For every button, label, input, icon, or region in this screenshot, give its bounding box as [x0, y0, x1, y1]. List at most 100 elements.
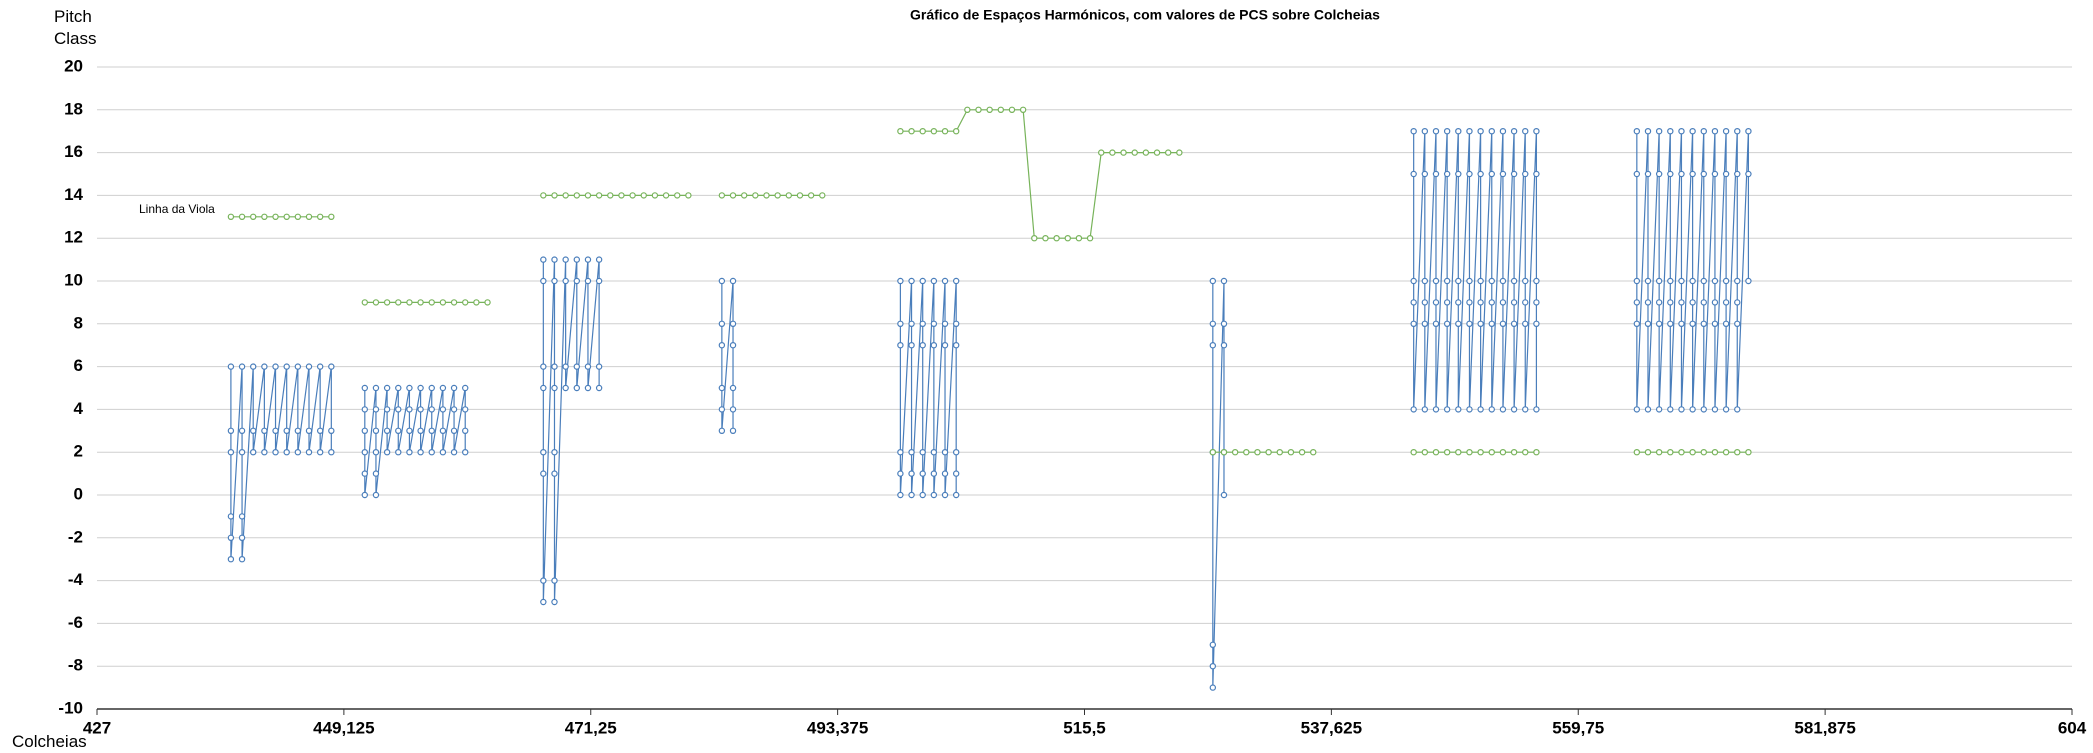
data-point	[718, 320, 726, 327]
data-point	[941, 277, 949, 285]
x-tick-label: 604	[2058, 718, 2087, 737]
data-point	[1432, 127, 1440, 135]
data-point	[1700, 320, 1707, 327]
data-point	[908, 320, 915, 327]
data-point	[952, 470, 960, 477]
data-point	[952, 342, 960, 349]
data-point	[1655, 170, 1663, 178]
data-point	[1410, 277, 1417, 285]
x-tick-label: 581,875	[1794, 718, 1855, 737]
data-point	[1655, 127, 1663, 135]
data-point	[975, 106, 982, 114]
data-point	[406, 384, 413, 392]
data-point	[551, 577, 558, 584]
data-point	[462, 449, 469, 456]
data-point	[238, 449, 246, 456]
data-point	[261, 363, 268, 370]
data-point	[573, 277, 581, 285]
data-point	[261, 213, 268, 220]
data-point	[1745, 449, 1752, 456]
data-point	[952, 277, 960, 285]
series-line	[230, 131, 1750, 688]
data-point	[1488, 320, 1495, 327]
data-point	[1711, 170, 1719, 178]
data-point	[439, 449, 447, 456]
data-point	[540, 449, 547, 456]
y-tick-label: -4	[68, 570, 84, 589]
data-point	[328, 363, 335, 370]
data-point	[908, 449, 915, 456]
data-point	[1678, 127, 1685, 135]
data-point	[718, 342, 726, 349]
data-point	[1220, 491, 1228, 499]
data-point	[1075, 234, 1083, 242]
data-point	[305, 213, 313, 220]
data-point	[584, 384, 592, 392]
data-point	[1477, 299, 1484, 306]
data-point	[484, 299, 491, 306]
data-point	[1276, 449, 1283, 456]
data-point	[908, 277, 915, 285]
data-point	[1443, 277, 1451, 285]
data-point	[1477, 277, 1484, 285]
data-point	[595, 192, 603, 199]
data-point	[1432, 299, 1440, 306]
data-point	[1745, 127, 1752, 135]
data-point	[1678, 406, 1685, 413]
data-point	[1711, 299, 1719, 306]
chart-title: Gráfico de Espaços Harmónicos, com valor…	[910, 7, 1380, 23]
data-point	[941, 127, 949, 135]
data-point	[551, 256, 558, 263]
data-point	[718, 192, 726, 199]
data-point	[283, 449, 290, 456]
data-point	[1689, 406, 1696, 413]
data-point	[1644, 406, 1652, 413]
data-point	[1209, 449, 1217, 456]
data-point	[1510, 127, 1518, 135]
data-point	[406, 406, 413, 413]
data-point	[897, 491, 904, 499]
data-point	[718, 427, 726, 434]
x-tick-label: 493,375	[807, 718, 868, 737]
data-point	[1477, 406, 1484, 413]
data-point	[607, 192, 614, 199]
data-point	[551, 192, 558, 199]
data-point	[1678, 170, 1685, 178]
data-point	[1455, 449, 1462, 456]
data-point	[1499, 406, 1507, 413]
data-point	[540, 192, 547, 199]
data-point	[462, 427, 469, 434]
data-point	[1176, 149, 1183, 156]
x-tick-label: 449,125	[313, 718, 374, 737]
y-tick-label: 2	[74, 442, 83, 461]
data-point	[1533, 170, 1540, 178]
data-point	[439, 427, 447, 434]
data-point	[227, 556, 235, 563]
data-point	[1667, 299, 1674, 306]
data-point	[1153, 149, 1161, 156]
data-point	[908, 470, 915, 477]
data-point	[372, 406, 380, 413]
data-point	[328, 427, 335, 434]
data-point	[919, 342, 926, 349]
data-point	[238, 513, 246, 520]
data-point	[540, 363, 547, 370]
data-point	[595, 363, 603, 370]
data-point	[406, 299, 413, 306]
data-point	[450, 449, 458, 456]
data-point	[919, 491, 926, 499]
data-point	[752, 192, 759, 199]
data-point	[395, 406, 402, 413]
data-point	[1522, 449, 1529, 456]
data-point	[1209, 277, 1217, 285]
data-point	[551, 449, 558, 456]
data-point	[562, 277, 569, 285]
data-point	[595, 277, 603, 285]
data-point	[908, 342, 915, 349]
data-point	[1734, 127, 1741, 135]
data-point	[1410, 406, 1417, 413]
data-point	[316, 427, 324, 434]
data-point	[227, 427, 235, 434]
data-point	[1722, 406, 1730, 413]
